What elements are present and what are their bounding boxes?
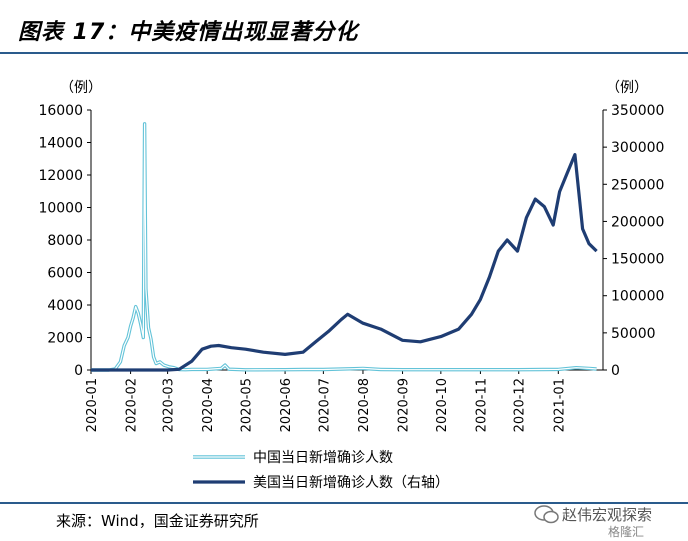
chart: （例） （例） 0 2000 4000 6000 8000 10000 12000 14000 16… — [38, 80, 664, 491]
x-tick-label: 2020-12 — [513, 378, 528, 432]
x-tick-label: 2020-02 — [125, 378, 140, 432]
watermark-text: 赵伟宏观探索 — [562, 506, 653, 524]
x-tick-label: 2020-07 — [317, 378, 332, 432]
wechat-icon — [534, 505, 559, 524]
source-note: 来源：Wind，国金证券研究所 — [56, 512, 259, 530]
right-tick-label: 300000 — [611, 140, 664, 156]
left-tick-label: 10000 — [38, 201, 83, 217]
series-line-china-inner — [91, 123, 597, 371]
left-tick-label: 4000 — [47, 298, 83, 314]
top-divider — [0, 52, 688, 54]
legend-label-china: 中国当日新增确诊人数 — [253, 450, 393, 466]
right-unit-label: （例） — [606, 80, 648, 96]
left-tick-label: 12000 — [38, 168, 83, 184]
right-tick-label: 150000 — [611, 252, 664, 268]
watermark: 赵伟宏观探索 格隆汇 — [532, 500, 682, 540]
x-tick-label: 2020-05 — [239, 378, 254, 432]
x-tick-label: 2020-01 — [85, 378, 100, 432]
right-tick-label: 200000 — [611, 214, 664, 230]
legend-label-usa: 美国当日新增确诊人数（右轴） — [253, 475, 449, 491]
left-tick-label: 2000 — [47, 331, 83, 347]
series-line-usa — [91, 152, 598, 372]
x-tick-label: 2020-08 — [357, 378, 372, 432]
watermark-logo: 格隆汇 — [608, 525, 645, 539]
right-tick-label: 50000 — [611, 326, 656, 342]
x-tick-label: 2020-09 — [397, 378, 412, 432]
series-line-china-outer — [91, 122, 597, 372]
right-tick-label: 100000 — [611, 289, 664, 305]
right-tick-label: 350000 — [611, 103, 664, 119]
right-tick-label: 0 — [611, 363, 620, 379]
left-tick-label: 8000 — [47, 233, 83, 249]
chart-title: 图表 17：中美疫情出现显著分化 — [18, 20, 359, 45]
left-tick-label: 14000 — [38, 136, 83, 152]
x-tick-label: 2020-10 — [435, 378, 450, 432]
left-tick-label: 6000 — [47, 266, 83, 282]
right-tick-label: 250000 — [611, 177, 664, 193]
left-unit-label: （例） — [60, 80, 102, 96]
x-tick-label: 2020-04 — [201, 378, 216, 432]
left-tick-label: 16000 — [38, 103, 83, 119]
x-tick-label: 2020-11 — [474, 378, 489, 432]
bottom-divider — [0, 502, 688, 504]
x-tick-label: 2020-03 — [162, 378, 177, 432]
left-tick-label: 0 — [74, 363, 83, 379]
title-bar: 图表 17：中美疫情出现显著分化 — [0, 0, 688, 50]
chart-series — [91, 122, 598, 372]
x-tick-label: 2021-01 — [552, 378, 567, 432]
chart-axes: （例） （例） 0 2000 4000 6000 8000 10000 12000 14000 16… — [38, 80, 664, 432]
x-tick-label: 2020-06 — [279, 378, 294, 432]
